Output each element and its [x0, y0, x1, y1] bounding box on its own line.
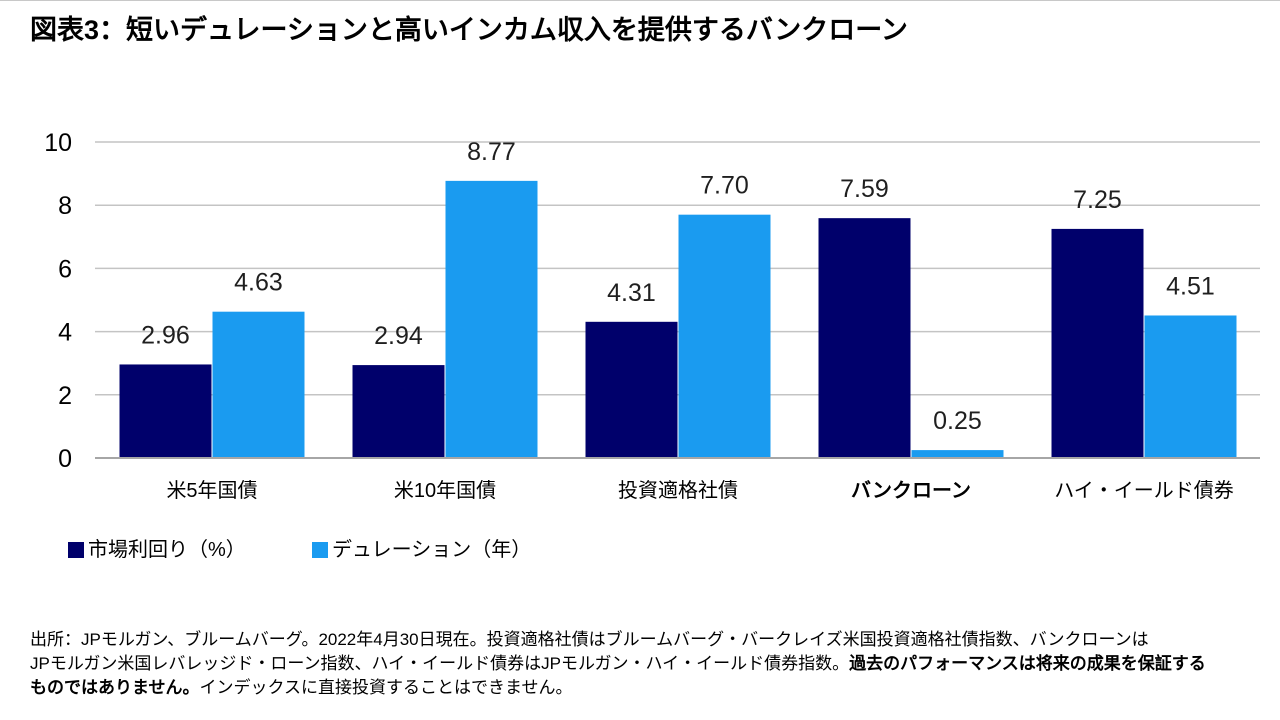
legend-item-duration: デュレーション（年）	[312, 538, 531, 562]
duration-bar	[212, 311, 305, 458]
duration-data-label: 0.25	[933, 407, 982, 435]
footnote-source-text: 出所：JPモルガン、ブルームバーグ。2022年4月30日現在。投資適格社債はブル…	[30, 630, 1149, 649]
duration-data-label: 8.77	[467, 138, 516, 166]
y-tick-label: 8	[58, 192, 72, 220]
market-yield-bar	[585, 321, 678, 458]
duration-bar	[911, 450, 1004, 458]
duration-data-label: 4.51	[1166, 272, 1215, 300]
y-tick-label: 2	[58, 382, 72, 410]
y-tick-label: 4	[58, 319, 72, 347]
footnote-index-text: JPモルガン米国レバレッジド・ローン指数、ハイ・イールド債券はJPモルガン・ハイ…	[30, 654, 850, 673]
footnote-line-2: JPモルガン米国レバレッジド・ローン指数、ハイ・イールド債券はJPモルガン・ハイ…	[30, 652, 1270, 676]
bar-chart: 0 2 4 6 8 10 2.96 4.63 米5年国債 2.94 8.77 米10年国債 4.31 7.…	[44, 129, 1260, 502]
legend-item-market-yield: 市場利回り（%）	[68, 538, 246, 562]
legend-label-duration: デュレーション（年）	[332, 539, 532, 561]
top-divider	[0, 0, 1280, 1]
market-yield-bar	[352, 365, 445, 458]
category-label: 投資適格社債	[618, 479, 738, 502]
footnote-line-3: ものではありません。インデックスに直接投資することはできません。	[30, 676, 1270, 700]
market-yield-bar	[818, 218, 911, 458]
legend-swatch-market-yield	[68, 542, 84, 558]
market-yield-data-label: 2.96	[141, 321, 190, 349]
bars	[119, 180, 1237, 459]
duration-bar	[678, 214, 771, 458]
duration-data-label: 7.70	[700, 172, 749, 200]
legend-swatch-duration	[312, 542, 328, 558]
category-label: バンクローン	[851, 479, 971, 502]
footnote-note-text: インデックスに直接投資することはできません。	[199, 678, 573, 697]
footnote-disclaimer-part-1: 過去のパフォーマンスは将来の成果を保証する	[849, 654, 1206, 673]
category-label: 米10年国債	[394, 479, 496, 502]
chart-title: 図表3：短いデュレーションと高いインカム収入を提供するバンクローン	[30, 15, 908, 45]
market-yield-data-label: 7.59	[840, 175, 889, 203]
category-label: ハイ・イールド債券	[1054, 479, 1234, 502]
legend-label-market-yield: 市場利回り（%）	[88, 539, 246, 561]
market-yield-data-label: 2.94	[374, 322, 423, 350]
duration-bar	[445, 180, 538, 459]
footnote-line-1: 出所：JPモルガン、ブルームバーグ。2022年4月30日現在。投資適格社債はブル…	[30, 628, 1270, 652]
y-tick-label: 0	[58, 445, 72, 473]
market-yield-data-label: 7.25	[1073, 186, 1122, 214]
duration-bar	[1144, 315, 1237, 458]
footnote-disclaimer-part-2: ものではありません。	[30, 678, 200, 697]
market-yield-bar	[1051, 228, 1144, 458]
market-yield-data-label: 4.31	[607, 279, 656, 307]
duration-data-label: 4.63	[234, 269, 283, 297]
footnote: 出所：JPモルガン、ブルームバーグ。2022年4月30日現在。投資適格社債はブル…	[30, 628, 1270, 700]
category-label: 米5年国債	[166, 479, 257, 502]
y-tick-label: 10	[44, 129, 72, 157]
labels: 0 2 4 6 8 10 2.96 4.63 米5年国債 2.94 8.77 米10年国債 4.31 7.…	[44, 129, 1234, 502]
y-tick-label: 6	[58, 255, 72, 283]
market-yield-bar	[119, 364, 212, 458]
